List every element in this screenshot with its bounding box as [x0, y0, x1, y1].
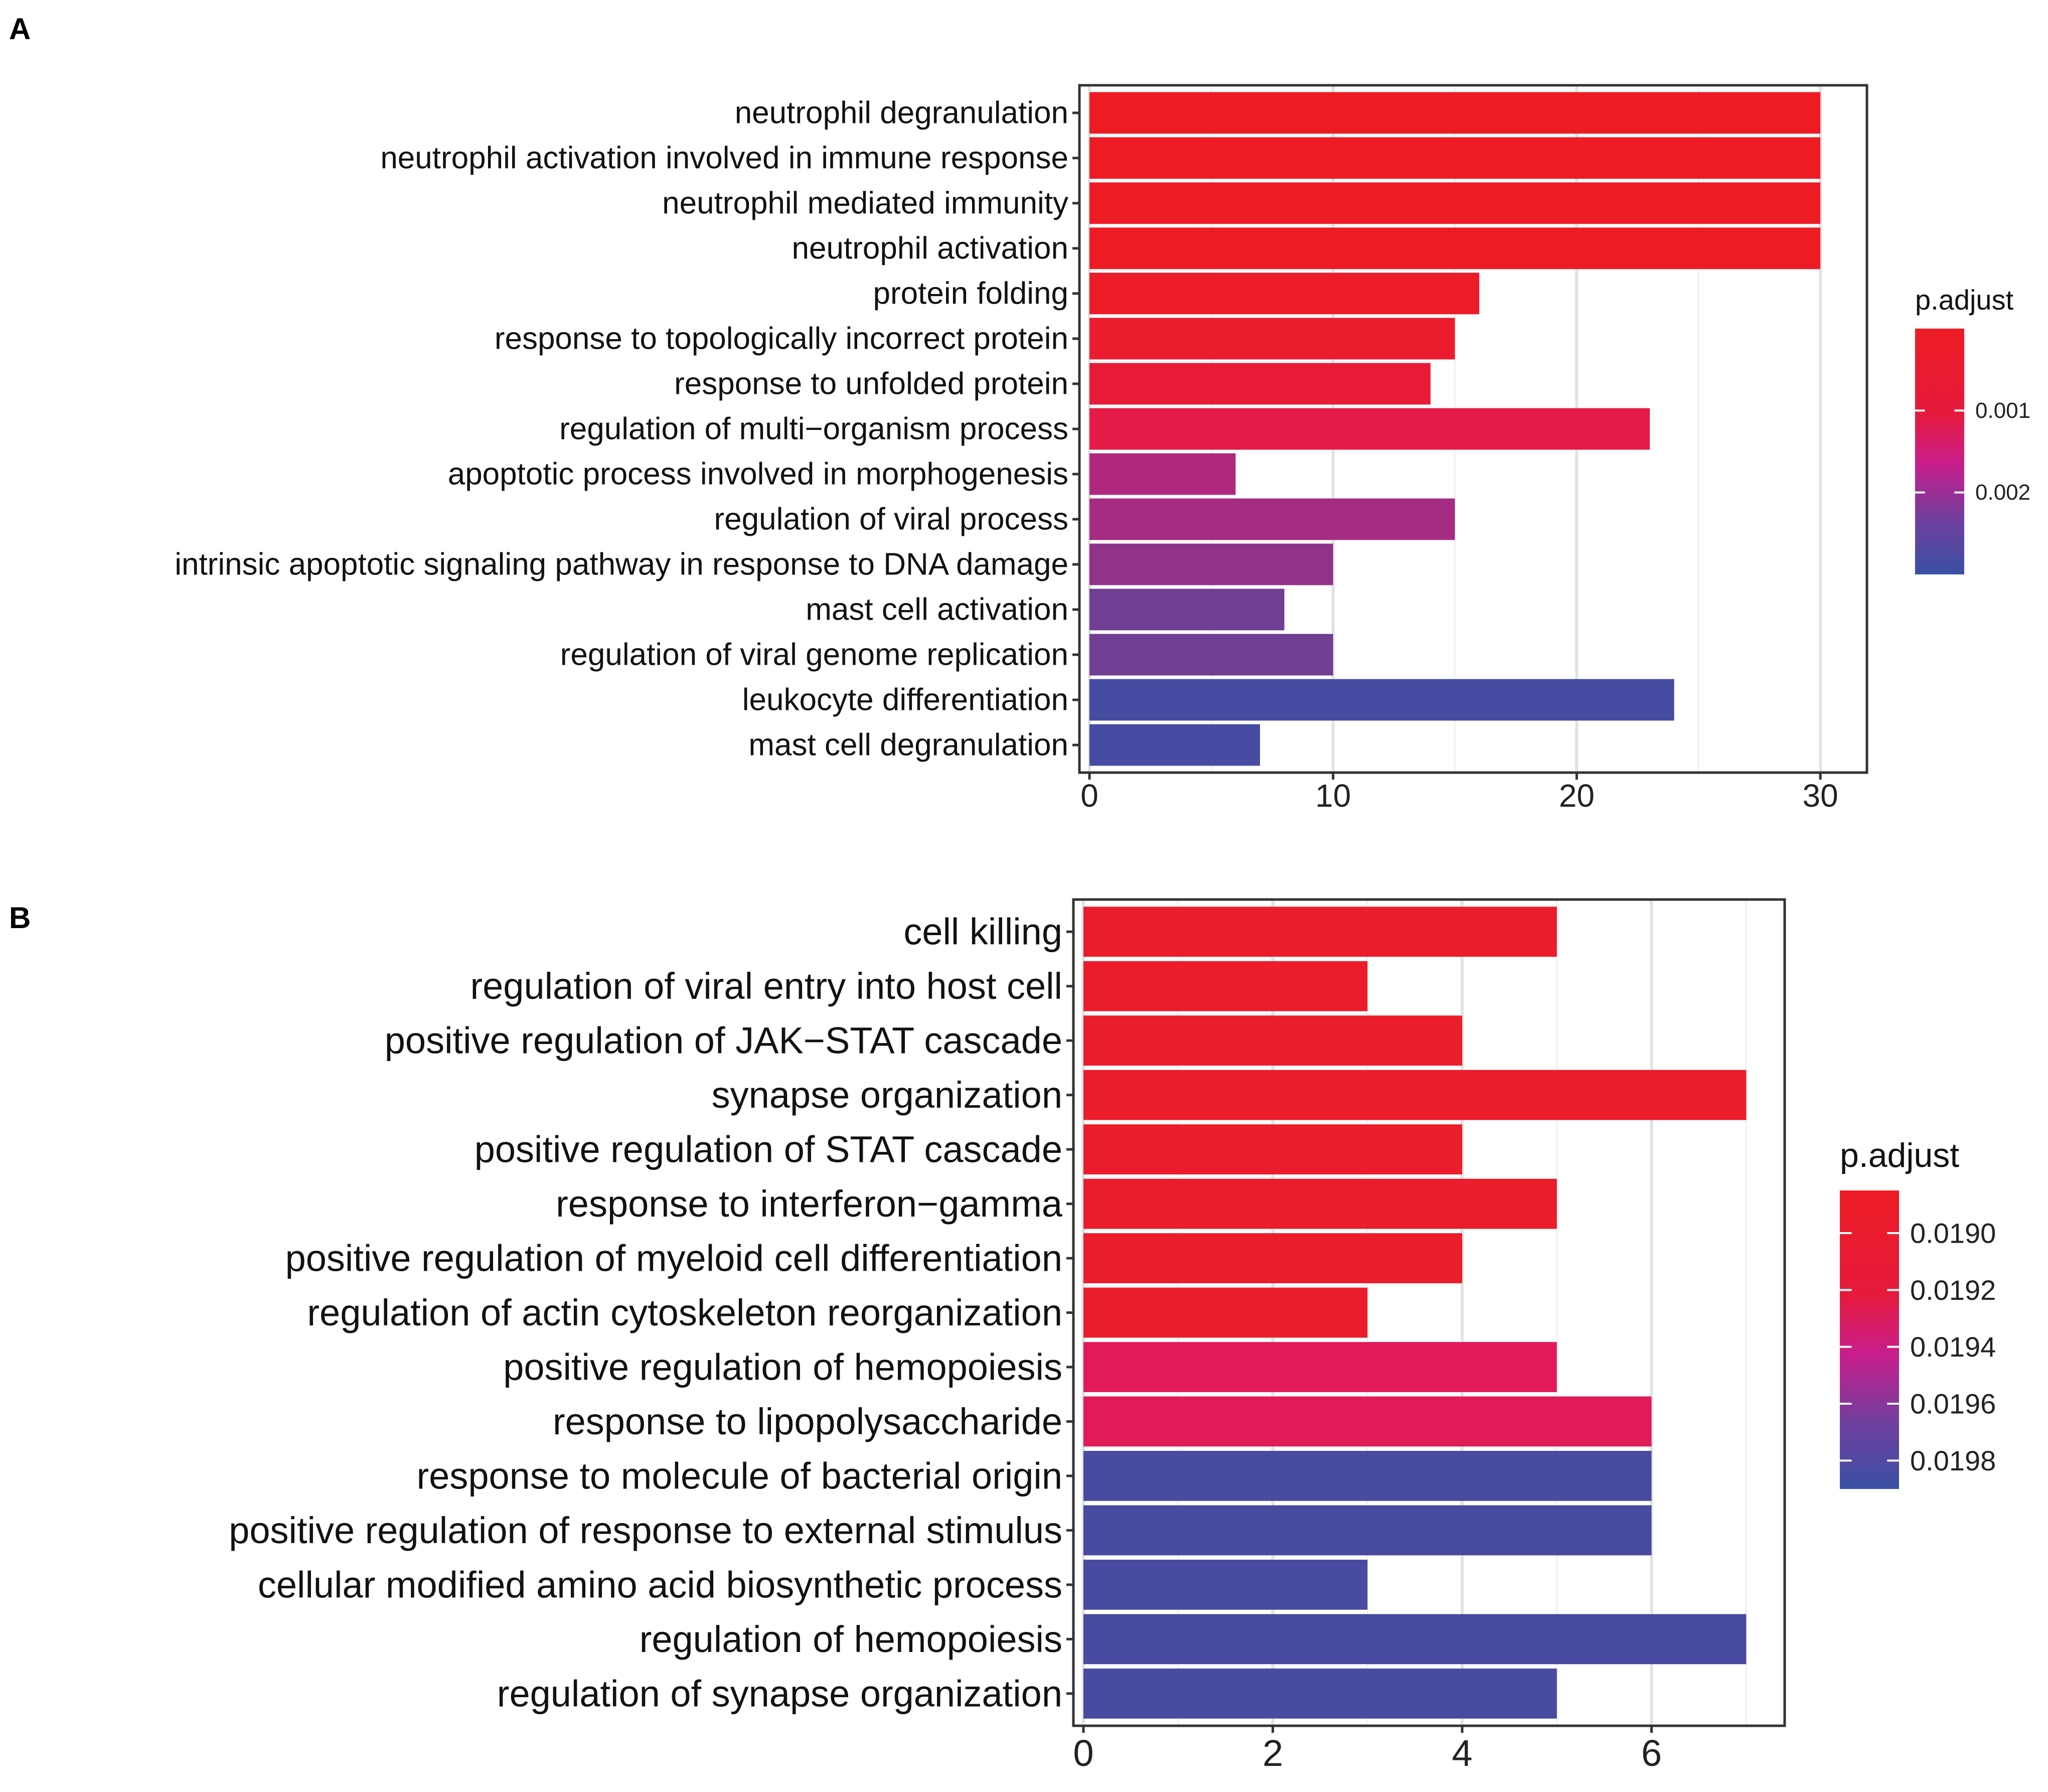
panel-b-category-label: regulation of actin cytoskeleton reorgan… [307, 1292, 1062, 1333]
panel-a-category-label: response to unfolded protein [674, 367, 1068, 401]
panel-b-x-tick-label: 0 [1073, 1732, 1093, 1774]
panel-b-category-label: regulation of synapse organization [497, 1673, 1062, 1714]
panel-b-bar [1083, 1015, 1463, 1066]
panel-b-category-label: positive regulation of hemopoiesis [503, 1346, 1062, 1388]
panel-b-chart: cell killing regulation of viral entry in… [229, 898, 1996, 1774]
panel-a-x-tick-label: 20 [1559, 778, 1595, 814]
panel-b-category-label: positive regulation of STAT cascade [475, 1129, 1062, 1170]
panel-b-legend-tick-label: 0.0198 [1910, 1445, 1996, 1476]
panel-b-category-label: response to lipopolysaccharide [553, 1401, 1062, 1442]
panel-a-category-label: response to topologically incorrect prot… [495, 322, 1068, 356]
panel-a-bar [1089, 363, 1431, 405]
panel-a-bar [1089, 318, 1455, 360]
panel-b-x-tick-label: 6 [1641, 1732, 1662, 1774]
panel-a-category-label: mast cell degranulation [748, 728, 1068, 763]
panel-a-letter: A [9, 12, 31, 46]
panel-a-category-label: protein folding [873, 276, 1069, 311]
panel-a-bar [1089, 634, 1333, 676]
panel-b-legend-tick-label: 0.0192 [1910, 1274, 1996, 1306]
panel-a-chart: neutrophil degranulation neutrophil activ… [175, 84, 2030, 814]
panel-b-letter: B [9, 901, 31, 935]
panel-b-bar [1083, 1287, 1368, 1338]
panel-b-category-label: synapse organization [712, 1074, 1062, 1116]
panel-b-bar [1083, 1451, 1652, 1501]
panel-a-bar [1089, 227, 1821, 269]
panel-a-x-tick-label: 0 [1080, 778, 1098, 814]
panel-a-category-label: mast cell activation [806, 592, 1068, 627]
panel-a-category-label: neutrophil activation [792, 231, 1068, 266]
panel-a-legend-title: p.adjust [1915, 284, 2014, 316]
panel-a-category-label: neutrophil mediated immunity [662, 186, 1068, 221]
panel-b-category-label: regulation of viral entry into host cell [470, 965, 1063, 1007]
panel-a-legend-colorbar [1915, 329, 1964, 574]
panel-b-x-tick-label: 4 [1452, 1732, 1472, 1774]
panel-a-category-label: apoptotic process involved in morphogene… [448, 457, 1068, 492]
panel-b-category-label: regulation of hemopoiesis [640, 1618, 1062, 1660]
panel-b-bar [1083, 907, 1557, 957]
panel-b-bar [1083, 1342, 1557, 1392]
panel-a-bar [1089, 137, 1821, 179]
panel-b-bar [1083, 961, 1368, 1011]
panel-b-category-label: positive regulation of response to exter… [229, 1510, 1062, 1551]
panel-b-x-tick-label: 2 [1263, 1732, 1283, 1774]
panel-b-bar [1083, 1070, 1747, 1120]
panel-a-bar [1089, 724, 1260, 766]
panel-a-category-label: regulation of viral process [714, 502, 1068, 537]
panel-a-plot-border [1078, 84, 1868, 774]
panel-a-x-tick-label: 30 [1803, 778, 1838, 814]
panel-a-bar [1089, 498, 1455, 540]
panel-a-bar [1089, 453, 1236, 495]
panel-b-category-label: response to molecule of bacterial origin [417, 1455, 1062, 1497]
panel-a-category-label: regulation of viral genome replication [560, 638, 1068, 672]
panel-a-bar [1089, 408, 1650, 450]
panel-b-bar [1083, 1396, 1652, 1447]
panel-a-category-label: neutrophil degranulation [735, 96, 1068, 130]
panel-a-bar [1089, 543, 1333, 585]
panel-a-legend-tick-label: 0.001 [1975, 398, 2030, 423]
panel-a-category-label: leukocyte differentiation [742, 683, 1068, 717]
panel-b-legend-colorbar [1840, 1190, 1899, 1489]
panel-b-category-label: cell killing [903, 911, 1062, 953]
panel-b-category-label: cellular modified amino acid biosyntheti… [258, 1564, 1062, 1605]
panel-b-bar [1083, 1559, 1368, 1610]
panel-a-bar [1089, 182, 1821, 224]
panel-a-bar [1089, 92, 1821, 134]
panel-b-category-label: response to interferon−gamma [556, 1183, 1063, 1225]
panel-b-legend-tick-label: 0.0196 [1910, 1388, 1996, 1420]
panel-a-bar [1089, 588, 1285, 631]
panel-b-legend-tick-label: 0.0190 [1910, 1218, 1996, 1249]
panel-a-category-label: neutrophil activation involved in immune… [380, 141, 1068, 176]
panel-a-legend-tick-label: 0.002 [1975, 480, 2030, 505]
panel-a-bar [1089, 679, 1674, 721]
panel-a-x-tick-label: 10 [1315, 778, 1351, 814]
panel-b-plot-border [1072, 898, 1786, 1727]
panel-a-bar [1089, 272, 1480, 315]
panel-b-legend-tick-label: 0.0194 [1910, 1331, 1996, 1363]
panel-b-bar [1083, 1178, 1557, 1229]
panel-b-category-label: positive regulation of myeloid cell diff… [285, 1238, 1062, 1279]
panel-b-legend-title: p.adjust [1840, 1136, 1959, 1174]
panel-a-category-label: intrinsic apoptotic signaling pathway in… [175, 547, 1068, 582]
panel-a-category-label: regulation of multi−organism process [559, 412, 1068, 446]
panel-b-category-label: positive regulation of JAK−STAT cascade [385, 1020, 1062, 1062]
panel-b-bar [1083, 1124, 1463, 1174]
panel-b-bar [1083, 1668, 1557, 1719]
panel-b-bar [1083, 1614, 1747, 1665]
panel-b-bar [1083, 1233, 1463, 1283]
panel-b-bar [1083, 1505, 1652, 1556]
